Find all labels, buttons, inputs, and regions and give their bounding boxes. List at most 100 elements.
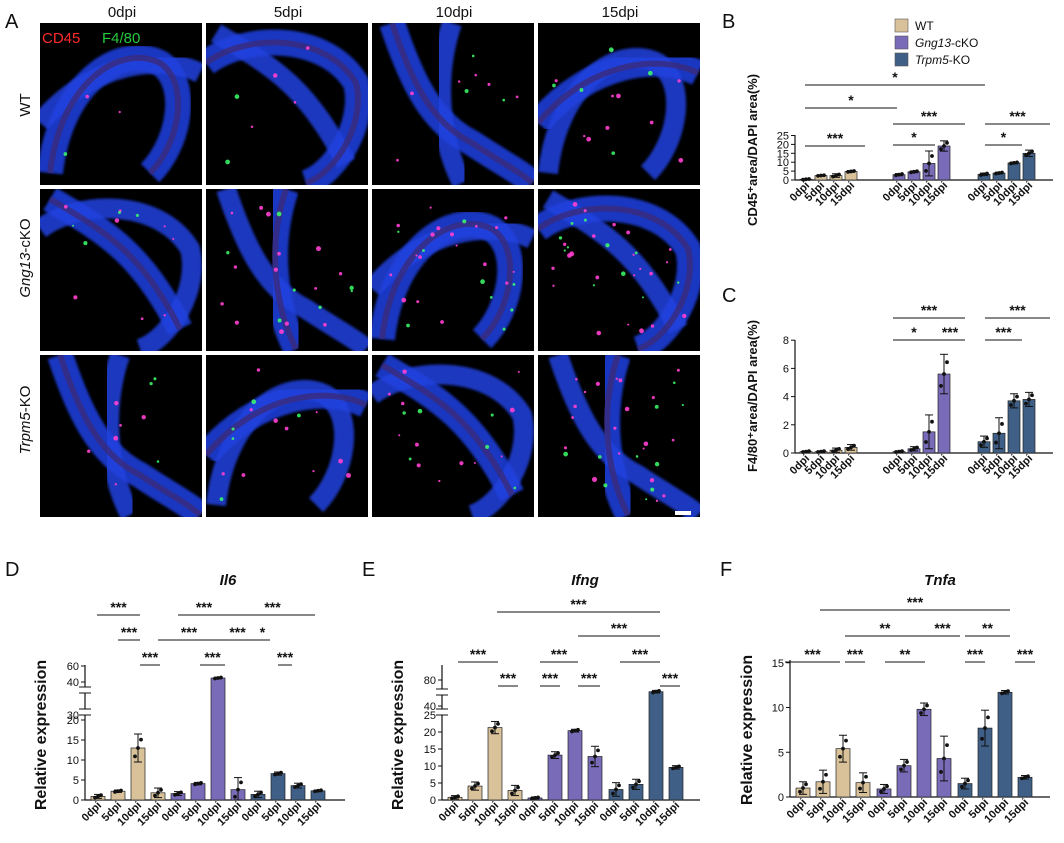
- data-point: [1000, 170, 1004, 175]
- y-tick-label: 25: [424, 710, 436, 722]
- x-tick-label: 0dpi: [240, 800, 264, 824]
- data-point: [193, 782, 197, 787]
- data-point: [801, 177, 805, 182]
- data-point: [852, 169, 856, 173]
- data-point: [994, 171, 998, 176]
- f480-signal: [490, 413, 494, 417]
- data-point: [493, 725, 497, 730]
- data-point: [533, 796, 537, 800]
- f480-signal: [566, 246, 570, 249]
- dapi-tissue: [216, 189, 368, 351]
- cd45-signal: [416, 300, 420, 304]
- data-point: [1026, 774, 1030, 779]
- lamina-propria: [48, 196, 183, 331]
- cd45-signal: [284, 426, 289, 431]
- data-point: [819, 449, 823, 454]
- data-point: [1000, 422, 1004, 426]
- data-point: [173, 792, 177, 797]
- f480-signal: [406, 323, 410, 328]
- axis-break: [79, 709, 91, 715]
- f480-signal: [350, 289, 353, 293]
- cd45-signal: [87, 449, 91, 453]
- y-axis-label: Relative expression: [739, 655, 756, 805]
- cd45-signal: [416, 463, 421, 468]
- cd45-signal: [569, 251, 575, 257]
- cd45-signal: [220, 302, 224, 306]
- significance-label: ***: [1009, 302, 1026, 318]
- data-point: [213, 676, 217, 681]
- data-point: [804, 177, 808, 182]
- data-point: [1006, 689, 1010, 694]
- data-point: [924, 169, 928, 173]
- data-point: [939, 770, 943, 774]
- micrograph-r2-c1: [40, 189, 202, 351]
- cd45-signal: [140, 317, 144, 321]
- data-point: [1003, 690, 1007, 695]
- data-point: [818, 786, 822, 791]
- cd45-signal: [410, 91, 414, 96]
- x-tick-label: 0dpi: [866, 797, 890, 821]
- data-point: [1030, 393, 1034, 398]
- cd45-signal: [63, 204, 68, 209]
- cd45-signal: [500, 455, 503, 458]
- dapi-tissue: [542, 190, 687, 334]
- data-point: [550, 755, 554, 760]
- data-point: [199, 780, 203, 785]
- cd45-signal: [643, 441, 649, 447]
- legend: WT Gng13-cKO Trpm5-KO: [894, 18, 978, 67]
- f480-signal: [63, 152, 68, 156]
- cd45-signal: [314, 286, 318, 290]
- data-point: [912, 446, 916, 451]
- y-axis-label: Relative expression: [390, 660, 407, 810]
- f480-signal: [276, 211, 282, 217]
- data-point: [276, 771, 280, 776]
- significance-label: *: [260, 624, 266, 640]
- cd45-signal: [562, 242, 567, 246]
- micrograph-r2-c4: [538, 189, 700, 351]
- cd45-signal: [632, 274, 636, 277]
- data-point: [900, 172, 904, 176]
- significance-label: ***: [204, 649, 221, 665]
- y-tick-label: 5: [430, 778, 436, 790]
- f480-signal: [117, 210, 121, 214]
- f480-signal: [397, 230, 400, 233]
- y-tick-label: 80: [424, 675, 436, 687]
- cd45-signal: [651, 396, 655, 400]
- significance-label: ***: [500, 670, 517, 686]
- bar-trpm5-ko-10dpi: [1007, 162, 1021, 181]
- cd45-signal: [591, 476, 598, 482]
- data-point: [945, 743, 949, 747]
- y-tick-label: 0: [778, 792, 784, 804]
- data-point: [1027, 151, 1031, 156]
- f480-signal: [462, 219, 467, 224]
- y-tick-label: 0: [73, 795, 79, 807]
- legend-swatch-gng13: [894, 35, 909, 50]
- data-point: [897, 172, 901, 177]
- cd45-signal: [118, 110, 121, 114]
- cd45-signal: [517, 370, 520, 373]
- data-point: [930, 154, 934, 158]
- f480-signal: [650, 487, 655, 492]
- cd45-signal: [440, 320, 444, 324]
- data-point: [834, 173, 838, 178]
- bar-gng13-cko-5dpi: [190, 783, 206, 801]
- data-point: [966, 778, 970, 783]
- data-point: [1020, 776, 1024, 781]
- panel-label-e: E: [362, 559, 375, 581]
- data-point: [556, 751, 560, 755]
- data-point: [927, 429, 931, 434]
- cd45-signal: [273, 418, 278, 423]
- x-tick-label: 0dpi: [160, 800, 184, 824]
- f480-signal: [231, 427, 235, 431]
- data-point: [894, 173, 898, 178]
- f480-signal: [83, 240, 88, 246]
- data-point: [804, 449, 808, 454]
- data-point: [801, 786, 805, 790]
- significance-label: ***: [121, 624, 138, 640]
- cd45-signal: [338, 458, 343, 464]
- micrograph-r1-c4: [538, 23, 700, 185]
- dapi-tissue: [99, 355, 140, 517]
- micrograph-r2-c3: [372, 189, 534, 351]
